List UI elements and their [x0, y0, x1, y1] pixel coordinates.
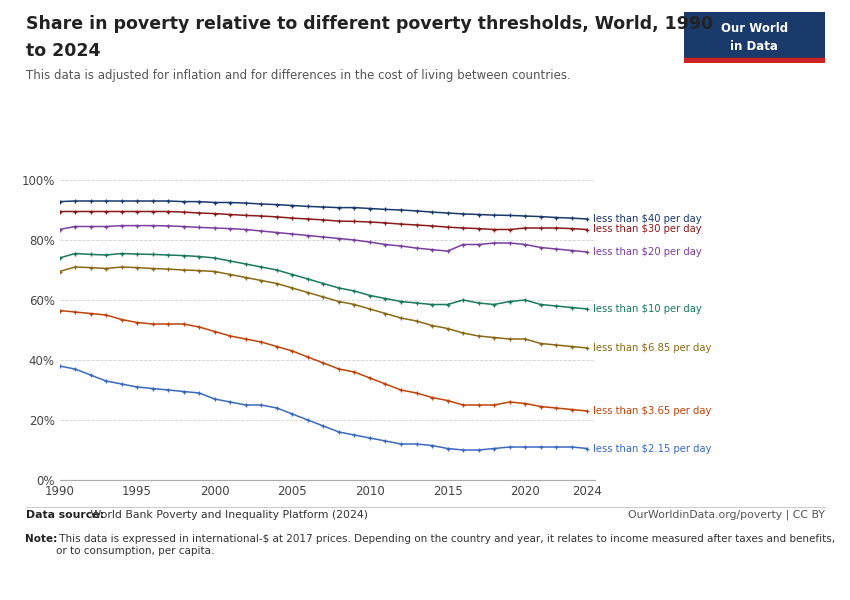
Bar: [684, 58, 824, 63]
Text: Our World: Our World: [721, 22, 788, 35]
Text: Share in poverty relative to different poverty thresholds, World, 1990: Share in poverty relative to different p…: [26, 15, 712, 33]
Text: This data is adjusted for inflation and for differences in the cost of living be: This data is adjusted for inflation and …: [26, 69, 570, 82]
Text: in Data: in Data: [730, 40, 779, 53]
Text: less than $20 per day: less than $20 per day: [593, 247, 702, 257]
Text: World Bank Poverty and Inequality Platform (2024): World Bank Poverty and Inequality Platfo…: [87, 510, 368, 520]
Text: less than $10 per day: less than $10 per day: [593, 304, 702, 314]
Text: This data is expressed in international-$ at 2017 prices. Depending on the count: This data is expressed in international-…: [56, 534, 836, 556]
Text: less than $6.85 per day: less than $6.85 per day: [593, 343, 711, 353]
Text: less than $2.15 per day: less than $2.15 per day: [593, 443, 712, 454]
Text: less than $3.65 per day: less than $3.65 per day: [593, 406, 711, 416]
Text: Data source:: Data source:: [26, 510, 104, 520]
Text: less than $40 per day: less than $40 per day: [593, 214, 702, 224]
Text: less than $30 per day: less than $30 per day: [593, 224, 702, 235]
Text: Note:: Note:: [26, 534, 58, 544]
Text: to 2024: to 2024: [26, 42, 100, 60]
Text: OurWorldinData.org/poverty | CC BY: OurWorldinData.org/poverty | CC BY: [627, 510, 824, 520]
